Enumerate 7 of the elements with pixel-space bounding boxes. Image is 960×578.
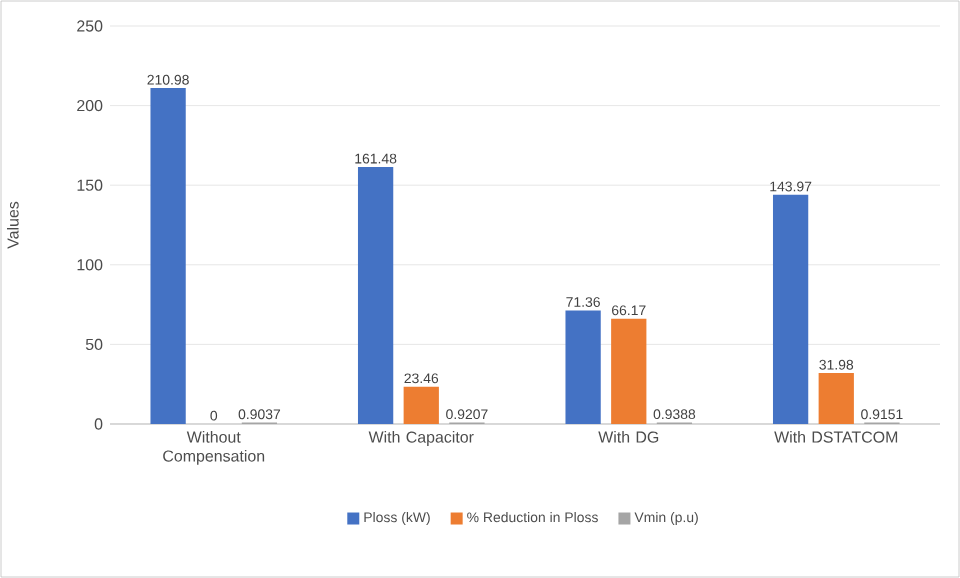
bar [818,373,854,424]
bar [403,386,439,424]
bar [357,166,394,424]
bar [611,318,647,424]
bar [772,194,809,424]
bar [150,88,186,424]
bar [565,310,601,424]
